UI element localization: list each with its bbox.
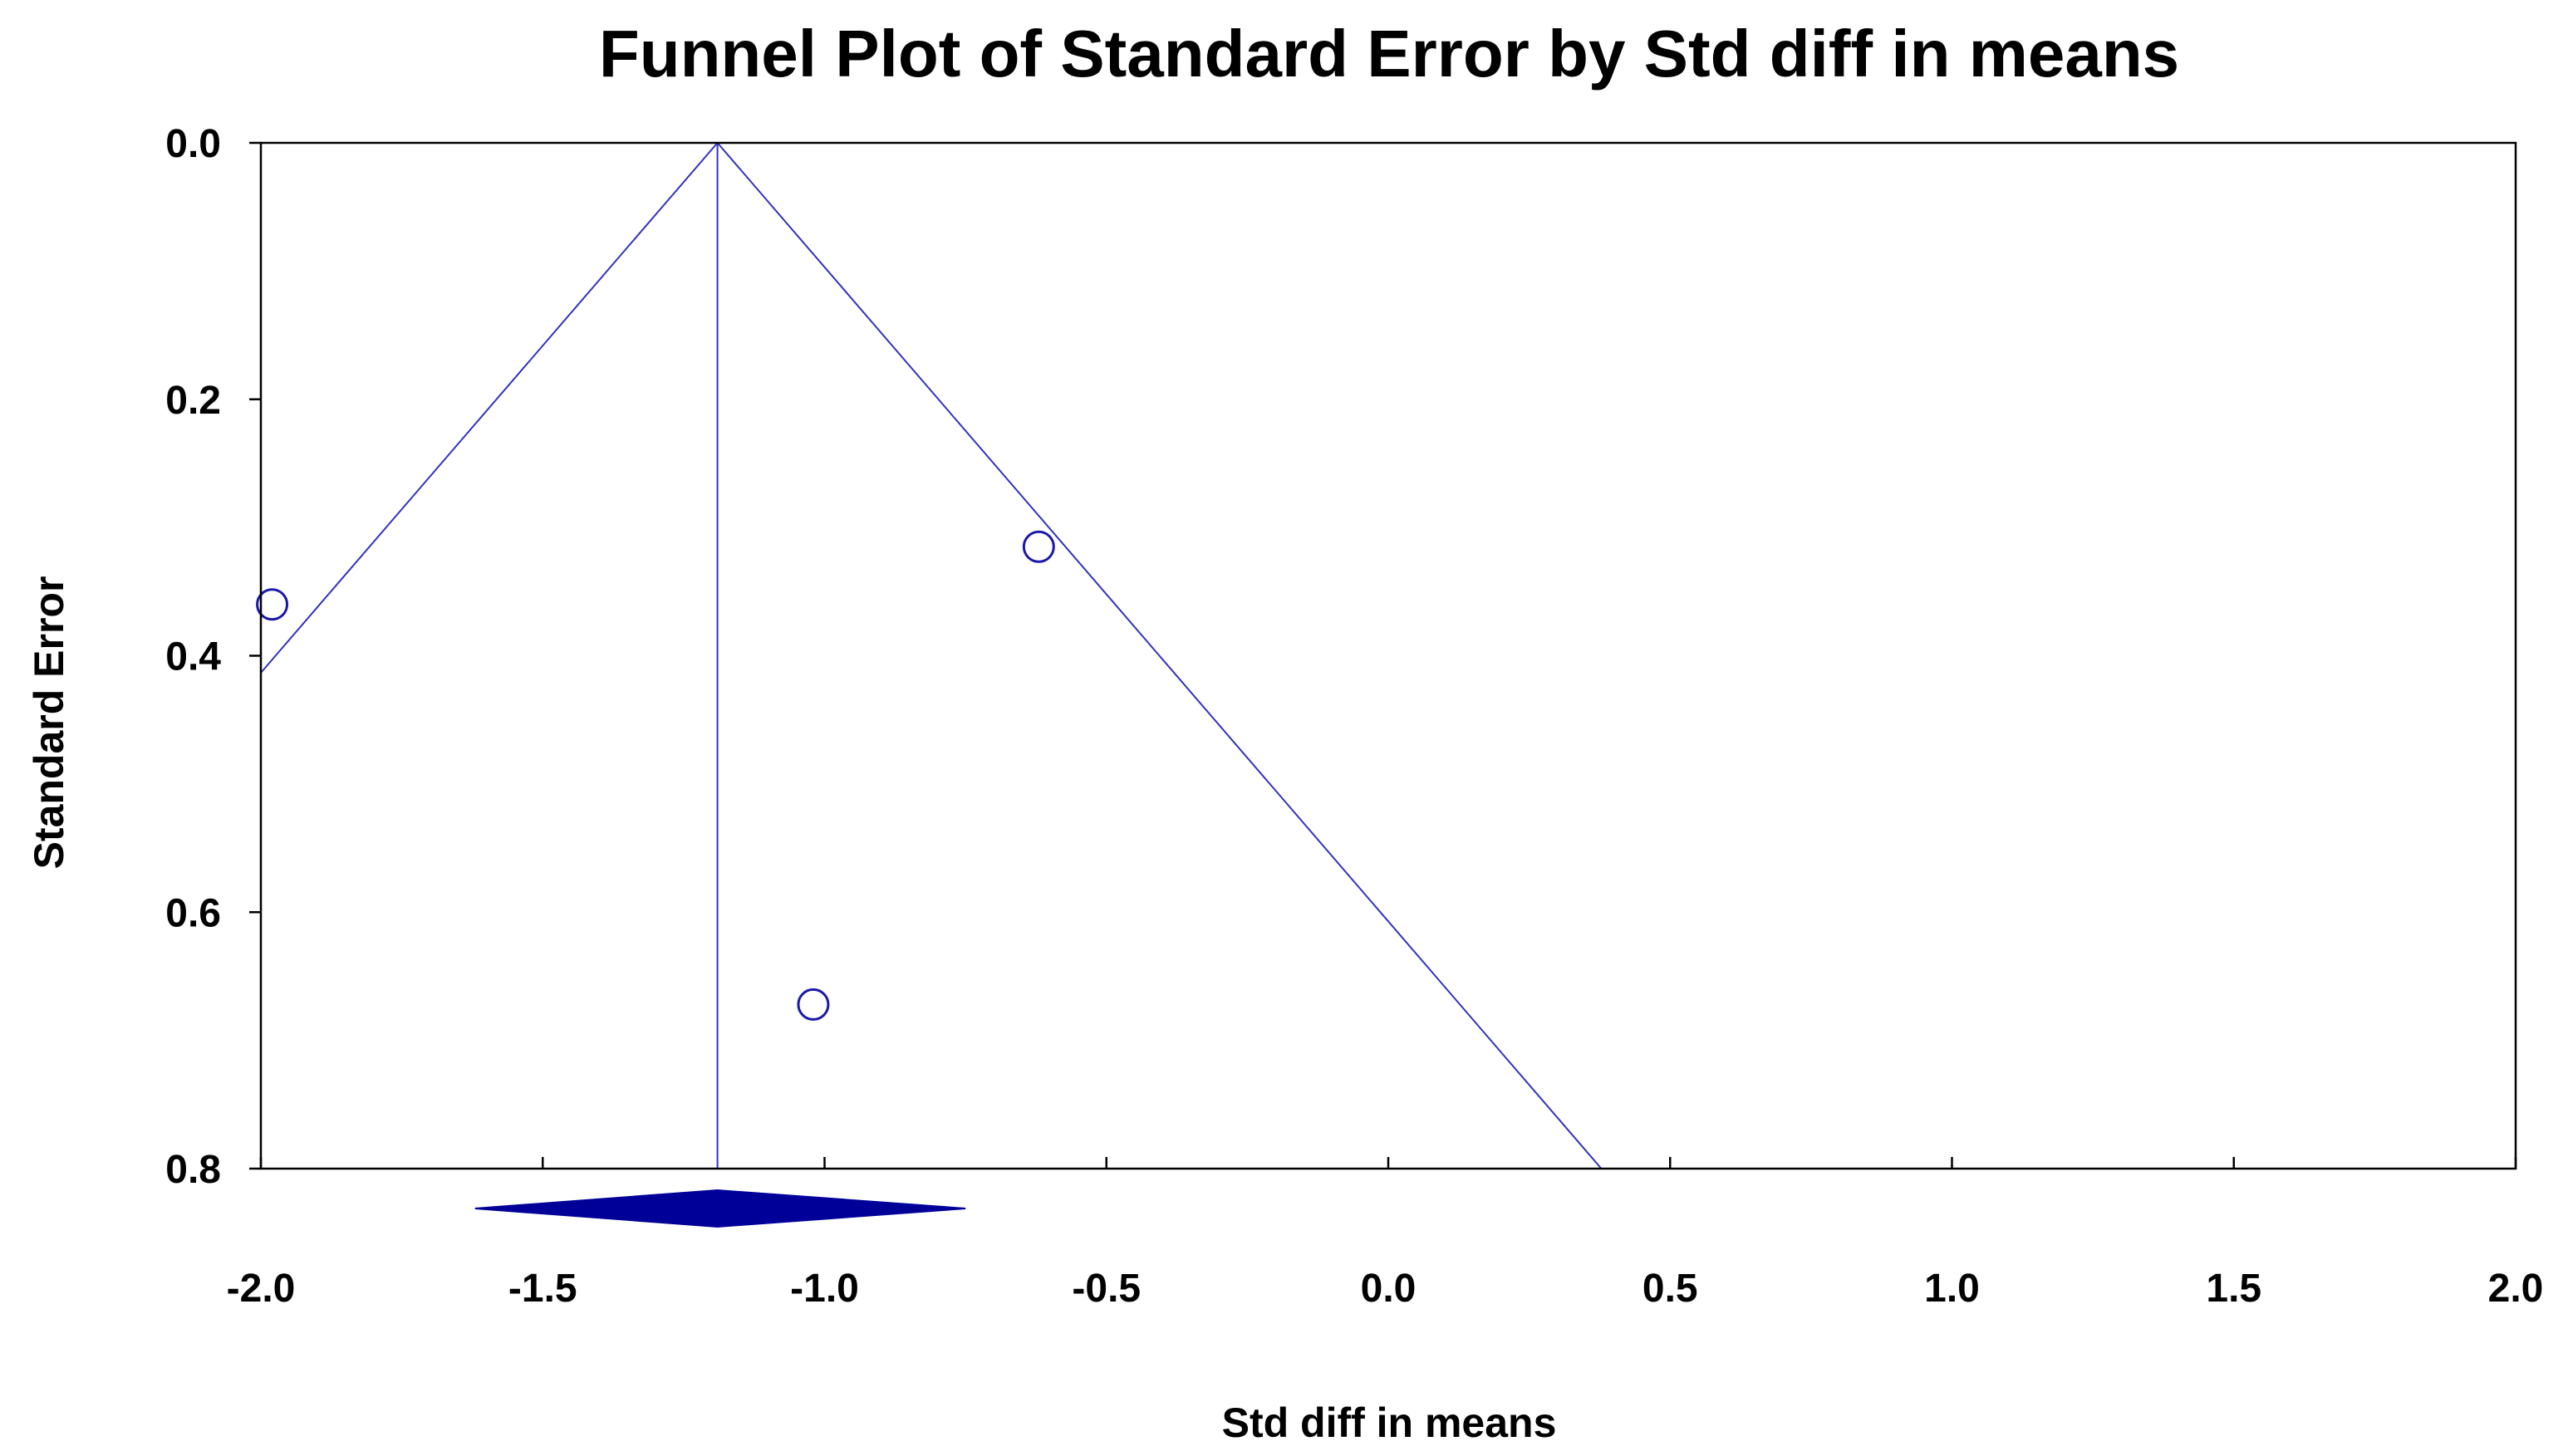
y-axis-label: Standard Error <box>26 576 72 870</box>
y-tick-label: 0.4 <box>165 635 221 679</box>
x-tick-label: -0.5 <box>1072 1267 1141 1311</box>
y-axis: 0.0 0.2 0.4 0.6 0.8 <box>165 122 261 1192</box>
funnel-left-line <box>261 143 719 674</box>
x-tick-label: 1.0 <box>1924 1267 1980 1311</box>
data-point <box>797 988 830 1021</box>
y-tick-label: 0.2 <box>165 379 221 423</box>
funnel-lines <box>261 143 1603 1169</box>
x-tick-label: 2.0 <box>2488 1267 2544 1311</box>
data-points <box>256 530 1055 1021</box>
data-point <box>256 588 289 621</box>
data-point <box>1022 530 1055 563</box>
summary-diamond <box>474 1189 966 1228</box>
funnel-right-line <box>716 143 1603 1169</box>
x-tick-label: -2.0 <box>227 1267 296 1311</box>
x-axis-label: Std diff in means <box>1222 1400 1557 1446</box>
plot-area-frame <box>259 141 2517 1170</box>
x-axis: -2.0 -1.5 -1.0 -0.5 0.0 0.5 1.0 1.5 2.0 <box>227 1157 2544 1311</box>
summary-diamond-group <box>474 1189 966 1228</box>
x-tick-label: 0.0 <box>1361 1267 1417 1311</box>
x-tick-label: -1.0 <box>790 1267 859 1311</box>
chart-title: Funnel Plot of Standard Error by Std dif… <box>599 17 2179 91</box>
y-tick-label: 0.0 <box>165 122 221 166</box>
x-tick-label: 0.5 <box>1642 1267 1698 1311</box>
x-tick-label: 1.5 <box>2206 1267 2261 1311</box>
x-tick-label: -1.5 <box>508 1267 577 1311</box>
y-tick-label: 0.6 <box>165 891 221 935</box>
y-tick-label: 0.8 <box>165 1148 221 1192</box>
